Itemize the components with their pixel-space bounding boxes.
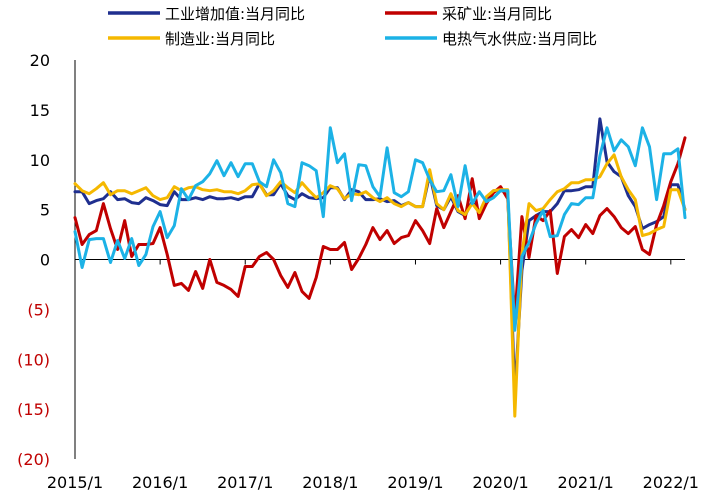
y-tick-label: 5 (40, 201, 50, 220)
x-axis-tick-marks (74, 259, 672, 265)
series-line-1 (73, 136, 687, 321)
legend-label: 电热气水供应:当月同比 (442, 30, 597, 48)
series-lines (73, 117, 687, 418)
y-tick-label: (5) (27, 300, 50, 319)
y-axis-tick-labels: 20 15 10 5 0 (5) (10) (15) (20) (17, 51, 50, 469)
x-tick-label: 2022/1 (643, 473, 699, 492)
series-line-0 (73, 117, 687, 396)
y-tick-label: 10 (30, 151, 50, 170)
x-tick-label: 2020/1 (472, 473, 528, 492)
x-tick-label: 2016/1 (132, 473, 188, 492)
series-line-3 (73, 126, 687, 332)
legend-label: 工业增加值:当月同比 (165, 5, 305, 23)
x-tick-label: 2015/1 (47, 473, 103, 492)
legend-label: 制造业:当月同比 (165, 30, 275, 48)
x-tick-label: 2017/1 (217, 473, 273, 492)
x-axis-tick-labels: 2015/1 2016/1 2017/1 2018/1 2019/1 2020/1 2021… (47, 473, 699, 492)
y-tick-label: 20 (30, 51, 50, 70)
x-tick-label: 2021/1 (558, 473, 614, 492)
series-line-2 (73, 153, 687, 418)
y-tick-label: 15 (30, 101, 50, 120)
x-tick-label: 2019/1 (387, 473, 443, 492)
y-tick-label: (15) (17, 400, 50, 419)
y-tick-label: 0 (40, 251, 50, 270)
y-tick-label: (20) (17, 450, 50, 469)
legend-label: 采矿业:当月同比 (442, 5, 552, 23)
x-tick-label: 2018/1 (302, 473, 358, 492)
y-tick-label: (10) (17, 350, 50, 369)
